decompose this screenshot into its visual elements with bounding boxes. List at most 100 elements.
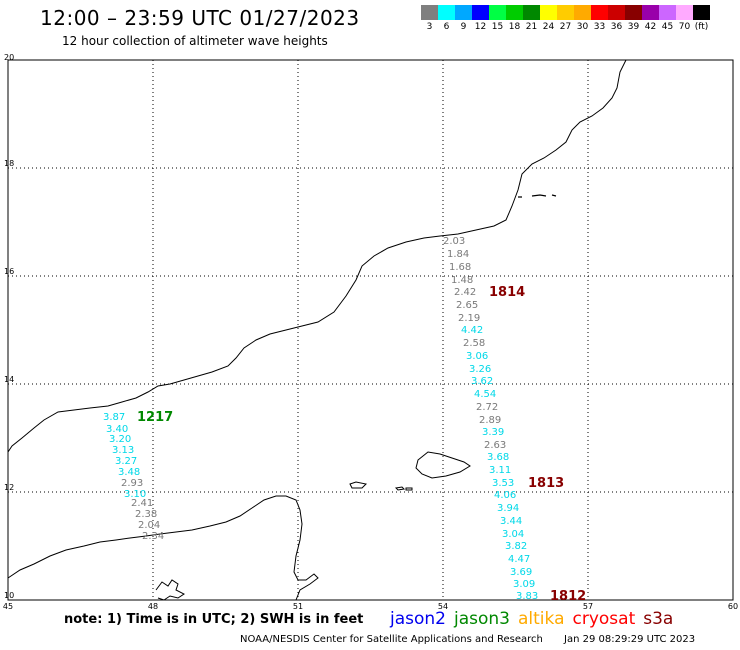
- swh-value: 4.47: [508, 554, 530, 565]
- legend-swatch: [642, 5, 659, 20]
- map-frame: [7, 59, 734, 601]
- legend-swatch: [676, 5, 693, 20]
- legend-swatch: [472, 5, 489, 20]
- legend-label: 42: [644, 22, 657, 32]
- swh-value: 1.84: [447, 249, 469, 260]
- track-id-label: 1217: [137, 410, 173, 425]
- legend-label: 18: [508, 22, 521, 32]
- swh-value: 3.87: [103, 412, 125, 423]
- legend-label: 12: [474, 22, 487, 32]
- swh-value: 3.09: [513, 579, 535, 590]
- swh-value: 2.41: [131, 498, 153, 509]
- swh-value: 4.54: [474, 389, 496, 400]
- swh-value: 3.62: [471, 376, 493, 387]
- swh-value: 3.83: [516, 591, 538, 602]
- footer-credit: NOAA/NESDIS Center for Satellite Applica…: [240, 634, 543, 645]
- coastline-horn-of-africa: [7, 495, 319, 601]
- swh-value: 2.58: [463, 338, 485, 349]
- legend-label: 45: [661, 22, 674, 32]
- satellite-legend-item: cryosat: [572, 609, 636, 629]
- legend-label: 6: [443, 22, 450, 32]
- cape-guardafui-detail: [155, 579, 185, 601]
- coastline-arabian-peninsula: [7, 59, 627, 453]
- swh-value: 3.44: [500, 516, 522, 527]
- legend-swatch: [608, 5, 625, 20]
- swh-value: 3.20: [109, 434, 131, 445]
- longitude-label: 45: [3, 602, 13, 611]
- legend-label: (ft): [694, 22, 709, 32]
- legend-label: 30: [576, 22, 589, 32]
- swh-value: 3.68: [487, 452, 509, 463]
- swh-value: 3.11: [489, 465, 511, 476]
- map-gridlines: [8, 60, 733, 600]
- legend-label: 27: [559, 22, 572, 32]
- legend-swatch: [591, 5, 608, 20]
- longitude-label: 51: [293, 602, 303, 611]
- swh-value: 3.39: [482, 427, 504, 438]
- footer: NOAA/NESDIS Center for Satellite Applica…: [240, 634, 695, 645]
- legend-swatch: [523, 5, 540, 20]
- swh-value: 2.65: [456, 300, 478, 311]
- swh-value: 3.27: [115, 456, 137, 467]
- map-axis-labels: 20 18 16 14 12 10 45 48 51 54 57 60: [3, 53, 738, 611]
- legend-swatch: [574, 5, 591, 20]
- track-id-labels: 1814 1813 1812 1217: [137, 285, 586, 604]
- track-id-label: 1812: [550, 589, 586, 604]
- satellite-legend-item: jason2: [390, 609, 446, 629]
- swh-value: 4.42: [461, 325, 483, 336]
- latitude-label: 16: [4, 267, 14, 276]
- swh-value: 2.34: [142, 531, 164, 542]
- swh-value: 3.69: [510, 567, 532, 578]
- latitude-label: 18: [4, 159, 14, 168]
- legend-swatch: [557, 5, 574, 20]
- islet-darsah: [405, 487, 413, 491]
- latitude-label: 20: [4, 53, 14, 62]
- longitude-label: 57: [583, 602, 593, 611]
- swh-value: 3.82: [505, 541, 527, 552]
- swh-value: 3.06: [466, 351, 488, 362]
- swh-value: 3.94: [497, 503, 519, 514]
- page-subtitle: 12 hour collection of altimeter wave hei…: [62, 34, 328, 48]
- swh-value: 3.53: [492, 478, 514, 489]
- wave-height-color-legend: [421, 5, 710, 20]
- track-id-label: 1813: [528, 476, 564, 491]
- swh-value: 3.48: [118, 467, 140, 478]
- swh-value: 4.06: [494, 490, 516, 501]
- satellite-legend-item: altika: [518, 609, 565, 629]
- units-note: note: 1) Time is in UTC; 2) SWH is in fe…: [64, 612, 364, 627]
- swh-value: 2.42: [454, 287, 476, 298]
- swh-value: 2.03: [443, 236, 465, 247]
- satellite-legend-item: jason3: [454, 609, 510, 629]
- swh-value: 2.04: [138, 520, 160, 531]
- longitude-label: 54: [438, 602, 448, 611]
- legend-label: 36: [610, 22, 623, 32]
- legend-label: 15: [491, 22, 504, 32]
- legend-label: 21: [525, 22, 538, 32]
- legend-label: 24: [542, 22, 555, 32]
- legend-swatch: [693, 5, 710, 20]
- legend-label: 39: [627, 22, 640, 32]
- track-id-label: 1814: [489, 285, 525, 300]
- islet-abd-al-kuri: [349, 481, 368, 489]
- satellite-legend-item: s3a: [643, 609, 674, 629]
- swh-value: 2.38: [135, 509, 157, 520]
- legend-swatch: [625, 5, 642, 20]
- kuria-muria-islands: [518, 194, 557, 198]
- legend-swatch: [455, 5, 472, 20]
- legend-label: 9: [460, 22, 467, 32]
- longitude-label: 60: [728, 602, 738, 611]
- swh-value: 2.89: [479, 415, 501, 426]
- swh-observation-labels: 2.03 1.84 1.68 1.482.42 2.65 2.194.42 2.58 3.06…: [103, 236, 538, 602]
- satellite-legend: jason2 jason3 altika cryosat s3a: [390, 609, 681, 629]
- swh-value: 3.40: [106, 424, 128, 435]
- swh-value: 3.04: [502, 529, 524, 540]
- swh-value: 1.68: [449, 262, 471, 273]
- swh-value: 1.48: [451, 275, 473, 286]
- longitude-label: 48: [148, 602, 158, 611]
- legend-swatch: [438, 5, 455, 20]
- legend-swatch: [506, 5, 523, 20]
- page-title: 12:00 – 23:59 UTC 01/27/2023: [40, 6, 360, 30]
- swh-value: 3.13: [112, 445, 134, 456]
